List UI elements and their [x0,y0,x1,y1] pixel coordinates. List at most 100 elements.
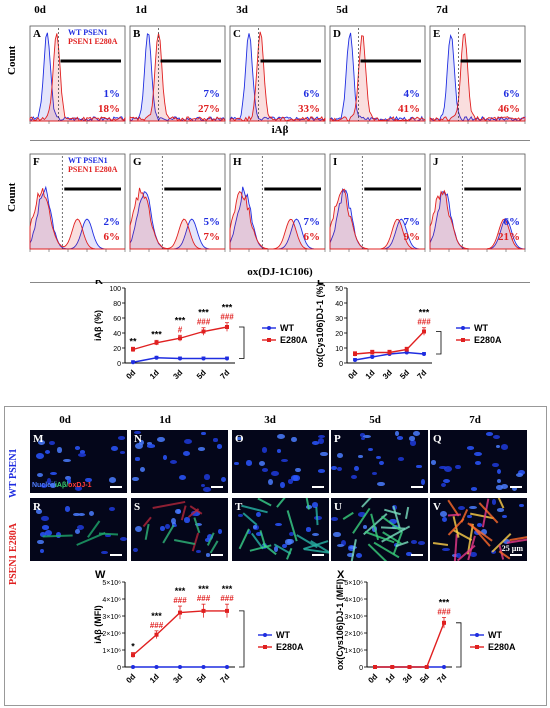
nucleus [294,467,301,473]
nucleus [100,550,108,555]
micrograph-wt: Q [430,430,527,493]
micrograph-wt: P [331,430,428,493]
nucleus [469,505,477,509]
nucleus [109,507,116,512]
nucleus [73,512,81,517]
histogram-frame [229,153,326,250]
x-tick-label: 1d [148,672,161,685]
nucleus [171,518,176,525]
nucleus [220,476,226,482]
nucleus [75,529,80,534]
nucleus [268,479,273,485]
nucleus [495,485,503,490]
nucleus [234,461,240,466]
scale-bar [312,554,324,556]
data-point [178,665,182,669]
x-tick-label: 5d [195,672,208,685]
significance-hashes: ### [197,318,211,327]
mut-histogram [129,187,225,250]
panel-letter: O [235,433,244,445]
nucleus [467,514,472,519]
nucleus [259,460,266,466]
significance-bracket [456,622,462,668]
panel-letter: U [334,501,342,513]
y-tick-label: 40 [113,331,121,338]
data-point [225,356,229,361]
nucleus [443,466,452,473]
stained-process [257,498,272,507]
legend-mut: PSEN1 E280A [68,165,118,174]
scale-bar [510,486,522,488]
x-tick-label: 7d [435,672,448,685]
data-point [442,665,446,669]
legend-wt-label: WT [488,630,502,640]
legend-mut-marker [461,338,465,342]
significance-stars: *** [439,597,450,607]
nucleus [358,512,366,517]
y-tick-label: 3×10⁶ [102,614,121,621]
nucleus [119,536,127,541]
day-label: 5d [369,414,381,426]
data-point [370,350,375,355]
nucleus [497,478,502,483]
flow-row2 [29,153,526,252]
x-tick-label: 5d [398,368,411,381]
nucleus [440,482,447,488]
nucleus [512,485,518,491]
micrograph-mutant: T [232,498,329,561]
stained-process [404,506,409,520]
nucleus [288,531,295,537]
data-point [201,356,206,361]
nucleus [64,506,71,512]
nucleus [200,483,205,487]
nucleus [49,471,57,475]
nucleus [501,444,509,450]
nucleus [318,437,325,444]
panel-letter: S [134,501,141,513]
nucleus [396,435,404,440]
x-tick-label: 1d [148,368,161,381]
legend-wt-label: WT [280,323,294,333]
histogram-frame [129,153,226,250]
nucleus [312,441,319,445]
stained-process [241,504,268,513]
nucleus [388,518,397,524]
stained-process [209,540,219,554]
nucleus [281,458,288,462]
nucleus [293,475,301,481]
nucleus [456,552,461,559]
nucleus [217,529,222,535]
nucleus [470,552,477,558]
nucleus [146,441,152,445]
mut-percentage: 46% [498,103,520,115]
stain-legend: Nuclei/iAβ/oxDJ-1 [32,482,92,489]
data-point [387,350,392,355]
panel-letter: M [33,433,44,445]
data-point [370,355,375,359]
legend-wt-label: WT [474,323,488,333]
flow-row1-xlabel: iAβ [271,124,289,136]
significance-stars: ** [129,336,137,346]
legend-wt: WT PSEN1 [68,28,108,37]
panel-letter: D [333,28,341,40]
nucleus [475,460,482,465]
panel-letter: V [433,501,441,513]
scale-bar [110,486,122,488]
nucleus [317,469,326,473]
mut-histogram [229,31,326,122]
day-label: 0d [59,414,71,426]
nucleus [413,431,421,436]
nucleus [135,525,143,532]
data-point [404,347,409,352]
significance-hashes: ### [437,607,451,616]
nucleus [337,453,343,459]
mut-histogram [429,189,525,250]
nucleus [135,457,140,461]
nucleus [355,552,363,558]
nucleus [291,437,297,443]
chart-letter: L [317,280,324,287]
nucleus [139,467,145,472]
day-label: 3d [264,414,276,426]
data-point [154,355,159,360]
nucleus [169,460,178,465]
